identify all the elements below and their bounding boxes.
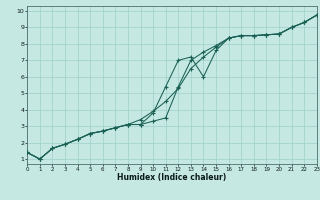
X-axis label: Humidex (Indice chaleur): Humidex (Indice chaleur) bbox=[117, 173, 227, 182]
